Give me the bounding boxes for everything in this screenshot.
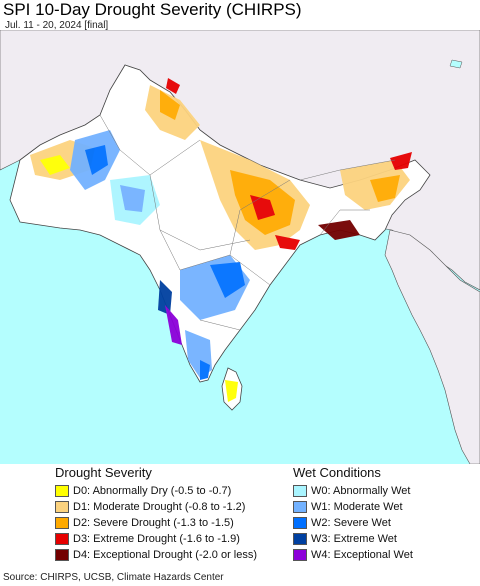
wet-swatch [293, 484, 307, 497]
southeast-asia-land [384, 229, 480, 464]
drought-legend-label: D0: Abnormally Dry (-0.5 to -0.7) [73, 484, 232, 497]
date-range: Jul. 11 - 20, 2024 [final] [5, 20, 109, 31]
drought-legend-item: D0: Abnormally Dry (-0.5 to -0.7) [55, 483, 231, 498]
drought-legend-label: D1: Moderate Drought (-0.8 to -1.2) [73, 500, 246, 513]
wet-legend-label: W0: Abnormally Wet [311, 484, 411, 497]
drought-legend-label: D3: Extreme Drought (-1.6 to -1.9) [73, 532, 240, 545]
wet-swatch [293, 500, 307, 513]
wet-swatch [293, 516, 307, 529]
wet-swatch [293, 548, 307, 561]
wet-legend-item: W1: Moderate Wet [293, 499, 403, 514]
drought-legend-item: D2: Severe Drought (-1.3 to -1.5) [55, 515, 234, 530]
source-note: Source: CHIRPS, UCSB, Climate Hazards Ce… [3, 572, 224, 583]
drought-legend-title: Drought Severity [55, 465, 152, 480]
admin-boundaries [99, 114, 396, 331]
page-title: SPI 10-Day Drought Severity (CHIRPS) [3, 0, 302, 19]
wet-legend-item: W2: Severe Wet [293, 515, 391, 530]
wet-legend-item: W0: Abnormally Wet [293, 483, 410, 498]
drought-swatch [55, 484, 69, 497]
wet-legend-item: W3: Extreme Wet [293, 531, 397, 546]
drought-legend-label: D2: Severe Drought (-1.3 to -1.5) [73, 516, 234, 529]
wet-legend-title: Wet Conditions [293, 465, 381, 480]
drought-swatch [55, 548, 69, 561]
drought-swatch [55, 532, 69, 545]
wet-patches [70, 130, 250, 380]
drought-legend-item: D3: Extreme Drought (-1.6 to -1.9) [55, 531, 240, 546]
wet-swatch [293, 532, 307, 545]
wet-legend-item: W4: Exceptional Wet [293, 547, 413, 562]
drought-swatch [55, 516, 69, 529]
drought-swatch [55, 500, 69, 513]
wet-legend-label: W3: Extreme Wet [311, 532, 397, 545]
wet-legend-label: W4: Exceptional Wet [311, 548, 413, 561]
lake [449, 59, 463, 69]
drought-legend-item: D1: Moderate Drought (-0.8 to -1.2) [55, 499, 245, 514]
wet-legend-label: W1: Moderate Wet [311, 500, 403, 513]
wet-legend-label: W2: Severe Wet [311, 516, 391, 529]
drought-map [0, 30, 480, 464]
drought-legend-item: D4: Exceptional Drought (-2.0 or less) [55, 547, 257, 562]
drought-legend-label: D4: Exceptional Drought (-2.0 or less) [73, 548, 258, 561]
